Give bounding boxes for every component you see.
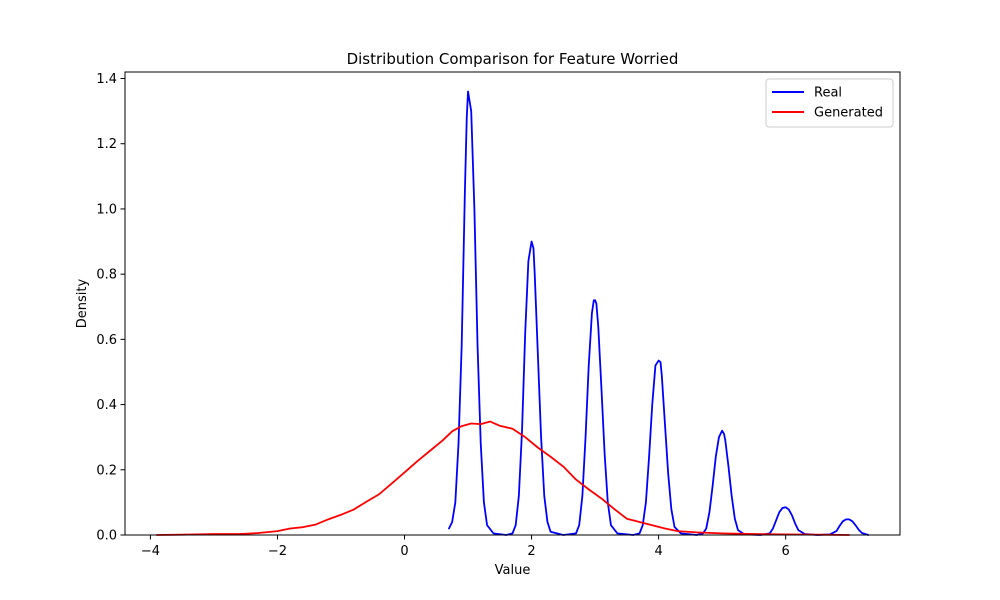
x-tick-label: 2 (527, 544, 535, 559)
y-tick-label: 0.6 (96, 333, 117, 348)
x-tick-label: 0 (400, 544, 408, 559)
plot-area (124, 71, 901, 536)
y-tick-label: 1.0 (96, 202, 117, 217)
x-tick-label: −4 (141, 544, 160, 559)
axes-frame (124, 71, 901, 536)
series-line-generated (155, 420, 851, 536)
chart-title: Distribution Comparison for Feature Worr… (347, 50, 679, 68)
x-axis-label: Value (495, 563, 531, 578)
y-axis-ticks: 0.0 0.2 0.4 0.6 0.8 1.0 1.2 1.4 (96, 72, 125, 544)
series-layer (155, 90, 870, 536)
y-tick-label: 0.8 (96, 268, 117, 283)
y-tick-label: 0.0 (96, 529, 117, 544)
x-tick-label: 4 (654, 544, 662, 559)
y-tick-label: 0.2 (96, 463, 117, 478)
x-tick-label: −2 (268, 544, 287, 559)
series-line-real (448, 90, 870, 536)
legend-label-real: Real (814, 86, 842, 101)
legend: Real Generated (765, 78, 894, 128)
legend-label-generated: Generated (814, 106, 883, 121)
y-axis-label: Density (75, 278, 90, 328)
x-axis-ticks: −4 −2 0 2 4 6 (141, 535, 790, 559)
y-tick-label: 1.4 (96, 72, 117, 87)
y-tick-label: 0.4 (96, 398, 117, 413)
x-tick-label: 6 (782, 544, 790, 559)
y-tick-label: 1.2 (96, 137, 117, 152)
